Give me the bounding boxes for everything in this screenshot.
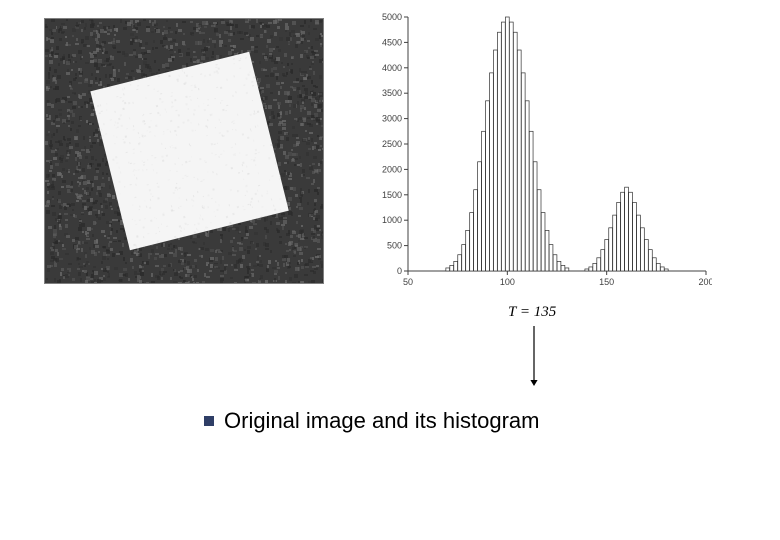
histogram-panel: 0 500 1000 1500 2000 2500 3000 3500 4000 4500 5000… — [372, 9, 712, 289]
svg-text:200: 200 — [698, 277, 712, 287]
histogram-svg: 0 500 1000 1500 2000 2500 3000 3500 4000 4500 5000… — [372, 9, 712, 289]
svg-text:3000: 3000 — [382, 114, 402, 124]
svg-text:0: 0 — [397, 266, 402, 276]
caption-text: Original image and its histogram — [224, 408, 539, 434]
svg-text:1000: 1000 — [382, 215, 402, 225]
svg-text:150: 150 — [599, 277, 614, 287]
svg-text:50: 50 — [403, 277, 413, 287]
page-canvas: 0 500 1000 1500 2000 2500 3000 3500 4000 4500 5000… — [0, 0, 780, 540]
svg-text:2000: 2000 — [382, 164, 402, 174]
svg-text:500: 500 — [387, 241, 402, 251]
caption-row: Original image and its histogram — [204, 408, 539, 434]
original-image-panel — [44, 18, 324, 284]
bullet-icon — [204, 416, 214, 426]
svg-text:4500: 4500 — [382, 37, 402, 47]
original-image-svg — [45, 19, 323, 283]
svg-text:3500: 3500 — [382, 88, 402, 98]
svg-text:100: 100 — [500, 277, 515, 287]
threshold-arrow — [526, 324, 542, 394]
svg-text:4000: 4000 — [382, 63, 402, 73]
svg-text:5000: 5000 — [382, 12, 402, 22]
svg-text:2500: 2500 — [382, 139, 402, 149]
threshold-label: T = 135 — [508, 304, 556, 321]
svg-text:1500: 1500 — [382, 190, 402, 200]
